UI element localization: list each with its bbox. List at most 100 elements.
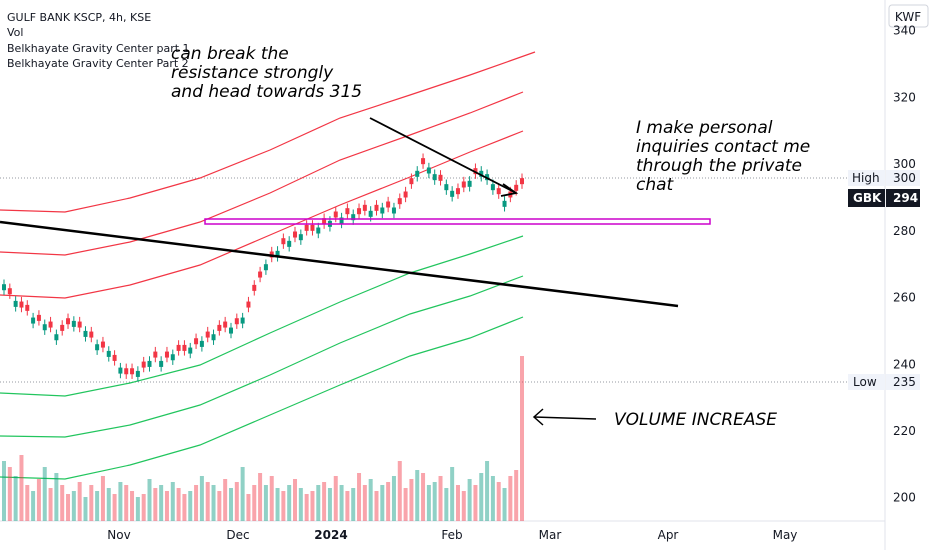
svg-text:High: High [852,171,880,185]
resistance-zone[interactable] [204,218,711,225]
candle [391,207,396,214]
volume-bar [269,476,274,521]
volume-bar [310,491,315,521]
volume-bar [514,470,519,521]
volume-bar [391,476,396,521]
annotation-break[interactable]: can break the resistance strongly and he… [171,44,362,102]
volume-bar [397,461,402,521]
volume-bar [496,482,501,521]
volume-bar [258,473,263,521]
trendline[interactable] [0,220,679,308]
volume-arrow[interactable] [533,416,597,420]
volume-bar [182,494,187,521]
candle [36,314,41,321]
candle [170,354,175,361]
svg-text:I make personal: I make personal [636,118,773,138]
candle [362,204,367,211]
candle [182,344,187,351]
candle [153,351,158,358]
candle [194,338,199,345]
x-tick-label: 2024 [314,528,347,542]
candle [421,158,426,165]
volume-bar [467,479,472,521]
volume-bar [100,476,105,521]
gravity-upper-band-2 [0,91,524,256]
volume-bar [263,485,268,521]
candle [409,178,414,185]
annotation-contact[interactable]: I make personal inquiries contact me thr… [636,118,810,195]
volume-bar [228,488,233,521]
y-tick-label: 260 [893,291,916,305]
candle [502,200,507,207]
volume-bar [176,488,181,521]
candle [479,170,484,177]
svg-text:resistance strongly: resistance strongly [171,63,334,83]
volume-bar [13,476,18,521]
candle [520,178,524,185]
candle [322,218,327,225]
candle [397,198,402,205]
candle [455,188,460,195]
candle [7,288,12,295]
candle [42,324,47,331]
candle [13,300,18,307]
candle [380,207,385,214]
volume-bar [438,476,443,521]
candle [48,321,53,328]
volume-bar [19,455,24,521]
volume-bar [275,488,280,521]
volume-bar [147,479,152,521]
volume-bar [211,485,216,521]
volume-bar [25,485,30,521]
annotation-volume[interactable]: VOLUME INCREASE [614,410,777,430]
low-value: 235 [886,374,920,390]
volume-bar [252,485,257,521]
volume-bar [386,482,391,521]
candle [147,360,152,367]
indicator-gravity-1[interactable]: Belkhayate Gravity Center part 1 [7,42,190,55]
candle [130,368,135,375]
x-tick-label: Apr [658,528,679,542]
svg-text:can break the: can break the [171,44,289,64]
x-axis[interactable]: Nov Dec 2024 Feb Mar Apr May [107,528,797,542]
volume-bar [293,479,298,521]
candle [60,324,65,331]
x-tick-label: Feb [441,528,462,542]
candles [2,153,524,382]
gravity-upper-band-3 [0,51,536,213]
candle [490,184,495,191]
y-axis[interactable]: 340 320 300 280 260 240 220 200 [893,24,916,505]
candle [217,324,222,331]
candle [403,191,408,198]
volume-bar [421,473,426,521]
y-tick-label: 240 [893,357,916,371]
svg-text:GBK: GBK [853,191,882,205]
indicator-gravity-2[interactable]: Belkhayate Gravity Center Part 2 [7,57,189,70]
volume-bar [240,467,245,521]
svg-text:through the private: through the private [636,156,802,176]
y-tick-label: 340 [893,24,916,38]
candle [496,188,501,195]
currency-box[interactable]: KWF [888,4,929,28]
volume-bar [368,479,373,521]
candle [287,240,292,247]
ticker-label: GBK [848,189,885,207]
indicator-vol[interactable]: Vol [7,26,23,39]
candle [514,184,519,191]
candle [310,224,315,231]
symbol-title[interactable]: GULF BANK KSCP, 4h, KSE [7,11,151,24]
volume-bar [36,479,41,521]
volume-bar [409,479,414,521]
volume-bars [2,356,524,521]
volume-bar [54,473,59,521]
volume-bar [106,488,111,521]
volume-bar [281,491,286,521]
volume-bar [188,491,193,521]
x-tick-label: May [773,528,798,542]
annotation-arrow[interactable] [369,117,517,194]
volume-bar [380,485,385,521]
volume-bar [351,488,356,521]
volume-bar [415,470,420,521]
candle [141,361,146,368]
